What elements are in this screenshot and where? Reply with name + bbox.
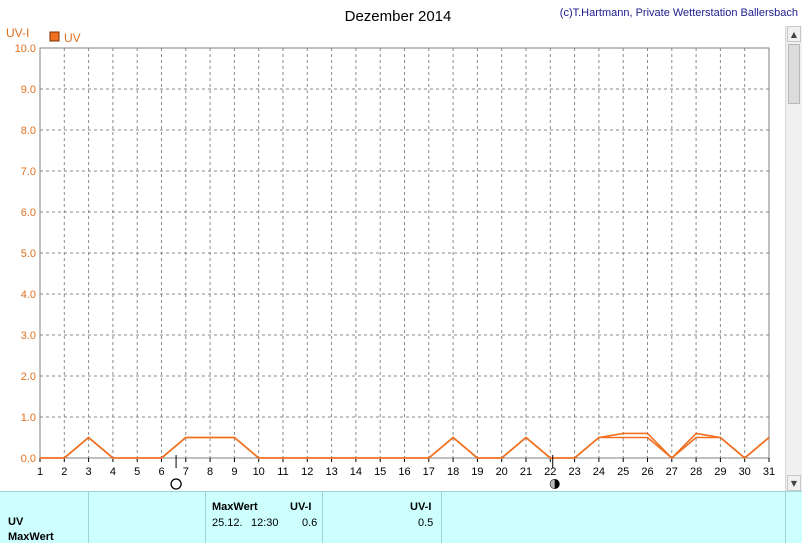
x-tick-label: 27: [666, 466, 678, 478]
unit-header: UV-I: [290, 501, 312, 513]
y-tick-label: 8.0: [21, 125, 36, 137]
x-tick-label: 9: [231, 466, 237, 478]
x-tick-label: 24: [593, 466, 605, 478]
x-tick-label: 19: [471, 466, 483, 478]
x-tick-label: 12: [301, 466, 313, 478]
y-tick-label: 4.0: [21, 289, 36, 301]
row-label-uv: UV: [8, 516, 24, 528]
y-tick-label: 6.0: [21, 207, 36, 219]
x-tick-label: 18: [447, 466, 459, 478]
y-tick-label: 1.0: [21, 412, 36, 424]
arrow-down-icon[interactable]: ▼: [787, 475, 801, 491]
row-label-maxwert: MaxWert: [8, 531, 54, 543]
x-tick-label: 26: [641, 466, 653, 478]
x-tick-label: 14: [350, 466, 362, 478]
y-tick-label: 10.0: [15, 43, 36, 55]
x-tick-label: 25: [617, 466, 629, 478]
x-axis: 1 2 3 4 5 6 7 8 9 10 11 12 13 14 15 16 17 18 19 20 21 22 23 24 2…: [37, 458, 775, 478]
y-tick-label: 9.0: [21, 84, 36, 96]
x-tick-label: 22: [544, 466, 556, 478]
x-tick-label: 11: [277, 466, 288, 478]
x-tick-label: 31: [763, 466, 775, 478]
summary-panel: UV MaxWert MaxWert UV-I 25.12. 12:30 0.6…: [0, 491, 802, 543]
y-tick-label: 2.0: [21, 371, 36, 383]
x-tick-label: 30: [739, 466, 751, 478]
x-tick-label: 7: [183, 466, 189, 478]
new-moon-icon-shade: [550, 479, 555, 489]
panel-divider: [441, 492, 442, 543]
y-tick-label: 5.0: [21, 248, 36, 260]
avg-header: UV-I: [410, 501, 432, 513]
panel-divider: [785, 492, 786, 543]
x-tick-label: 13: [325, 466, 337, 478]
scrollbar-thumb[interactable]: [788, 44, 800, 104]
max-date: 25.12.: [212, 517, 243, 529]
arrow-up-icon[interactable]: ▲: [787, 26, 801, 42]
y-tick-label: 0.0: [21, 453, 36, 465]
x-tick-label: 8: [207, 466, 213, 478]
series-line-uv-secondary: [40, 436, 770, 459]
full-moon-icon: [170, 478, 182, 490]
y-tick-label: 3.0: [21, 330, 36, 342]
x-tick-label: 29: [714, 466, 726, 478]
x-tick-label: 28: [690, 466, 702, 478]
max-header: MaxWert: [212, 501, 258, 513]
max-value: 0.6: [302, 517, 318, 529]
copyright-text: (c)T.Hartmann, Private Wetterstation Bal…: [560, 7, 798, 19]
x-tick-label: 16: [398, 466, 410, 478]
panel-divider: [205, 492, 206, 543]
avg-value: 0.5: [418, 517, 434, 529]
series-group: [40, 432, 770, 459]
x-tick-label: 3: [86, 466, 92, 478]
x-tick-label: 4: [110, 466, 116, 478]
x-tick-label: 2: [61, 466, 67, 478]
x-tick-label: 6: [158, 466, 164, 478]
x-tick-label: 15: [374, 466, 386, 478]
chart-grid: [40, 48, 769, 458]
x-tick-label: 1: [37, 466, 43, 478]
panel-divider: [88, 492, 89, 543]
y-axis: 0.0 1.0 2.0 3.0 4.0 5.0 6.0 7.0 8.0 9.0 10.0: [15, 43, 36, 465]
chart-title: Dezember 2014: [345, 8, 452, 25]
x-tick-label: 21: [520, 466, 532, 478]
panel-divider: [322, 492, 323, 543]
legend-label-uv: UV: [64, 31, 81, 45]
x-tick-label: 20: [496, 466, 508, 478]
y-axis-title: UV-I: [6, 26, 29, 40]
vertical-scrollbar[interactable]: ▲ ▼: [785, 26, 802, 491]
x-tick-label: 17: [423, 466, 435, 478]
y-tick-label: 7.0: [21, 166, 36, 178]
x-tick-label: 10: [253, 466, 265, 478]
max-time: 12:30: [251, 517, 279, 529]
moon-phase-markers: [170, 455, 560, 490]
legend-swatch-uv: [49, 31, 60, 42]
x-tick-label: 23: [568, 466, 580, 478]
x-tick-label: 5: [134, 466, 140, 478]
